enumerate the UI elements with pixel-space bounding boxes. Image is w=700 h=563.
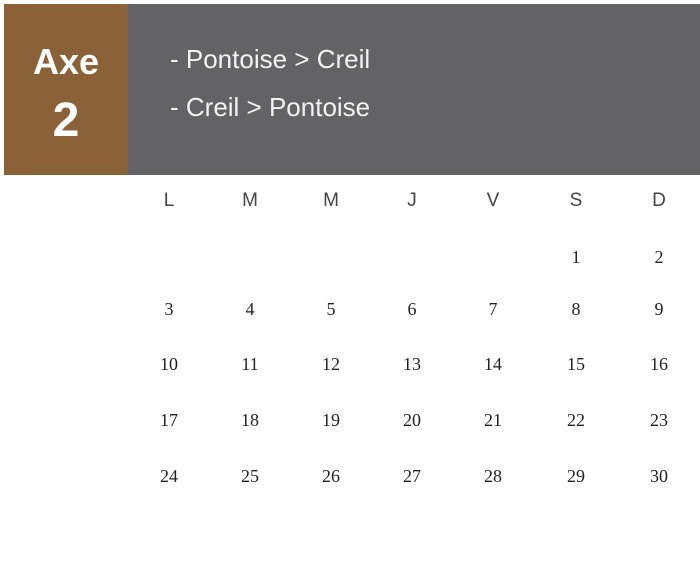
calendar-day[interactable]: 14 — [484, 354, 502, 374]
axe-label: Axe — [32, 41, 100, 82]
calendar-day[interactable]: 16 — [650, 354, 668, 374]
axe-number: 2 — [52, 94, 80, 147]
calendar-day[interactable]: 13 — [403, 354, 421, 374]
calendar-day[interactable]: 24 — [160, 466, 178, 486]
axe-badge: Axe 2 — [4, 4, 128, 175]
calendar-day[interactable]: 6 — [407, 299, 417, 319]
calendar-day[interactable]: 8 — [571, 299, 581, 319]
weekday-header: S — [569, 190, 583, 211]
calendar-day[interactable]: 20 — [403, 410, 421, 430]
calendar-day[interactable]: 22 — [567, 410, 585, 430]
calendar-day[interactable]: 2 — [654, 247, 664, 267]
route-banner: - Pontoise > Creil - Creil > Pontoise — [128, 4, 700, 175]
calendar-day[interactable]: 29 — [567, 466, 585, 486]
calendar-day[interactable]: 10 — [160, 354, 178, 374]
calendar-day[interactable]: 9 — [654, 299, 664, 319]
weekday-header: L — [163, 190, 175, 211]
weekday-header: M — [242, 190, 258, 211]
calendar-day[interactable]: 3 — [164, 299, 174, 319]
calendar-day[interactable]: 30 — [650, 466, 668, 486]
calendar-day[interactable]: 28 — [484, 466, 502, 486]
calendar-day[interactable]: 7 — [488, 299, 498, 319]
calendar-day[interactable]: 18 — [241, 410, 259, 430]
calendar-day[interactable]: 4 — [245, 299, 255, 319]
calendar-day[interactable]: 26 — [322, 466, 340, 486]
weekday-header: J — [407, 190, 417, 211]
weekday-header: M — [323, 190, 339, 211]
weekday-header: V — [486, 190, 500, 211]
calendar-day[interactable]: 1 — [571, 247, 581, 267]
calendar-day[interactable]: 5 — [326, 299, 336, 319]
calendar-day[interactable]: 12 — [322, 354, 340, 374]
calendar-day[interactable]: 25 — [241, 466, 259, 486]
calendar-day[interactable]: 23 — [650, 410, 668, 430]
weekday-header: D — [652, 190, 666, 211]
route-line: - Creil > Pontoise — [170, 92, 371, 122]
calendar-day[interactable]: 27 — [403, 466, 421, 486]
calendar-day[interactable]: 15 — [567, 354, 585, 374]
calendar-day[interactable]: 11 — [241, 354, 259, 374]
calendar-day[interactable]: 17 — [160, 410, 178, 430]
calendar-day[interactable]: 21 — [484, 410, 502, 430]
route-line: - Pontoise > Creil — [170, 44, 371, 74]
calendar-day[interactable]: 19 — [322, 410, 340, 430]
